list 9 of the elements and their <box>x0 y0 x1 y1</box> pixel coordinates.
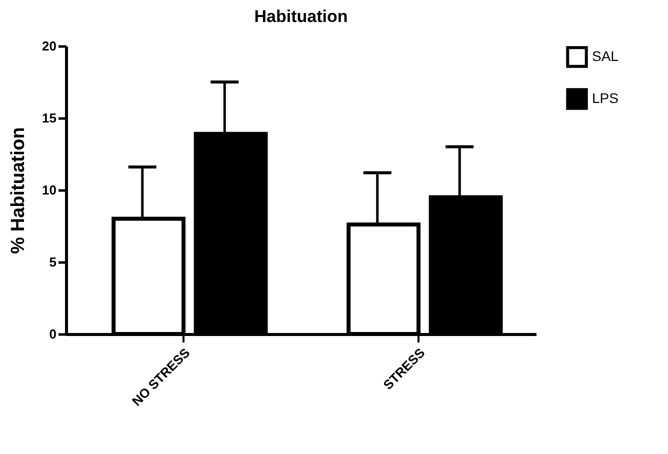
legend-label: SAL <box>592 48 619 64</box>
legend-label: LPS <box>592 90 618 106</box>
y-tick-label: 10 <box>42 182 56 198</box>
y-tick-label: 5 <box>49 254 56 270</box>
y-tick-label: 15 <box>42 110 56 126</box>
y-tick-label: 20 <box>42 38 56 54</box>
chart-title: Habituation <box>254 7 348 26</box>
y-tick-label: 0 <box>49 326 56 342</box>
y-axis-title: % Habituation <box>8 127 30 254</box>
